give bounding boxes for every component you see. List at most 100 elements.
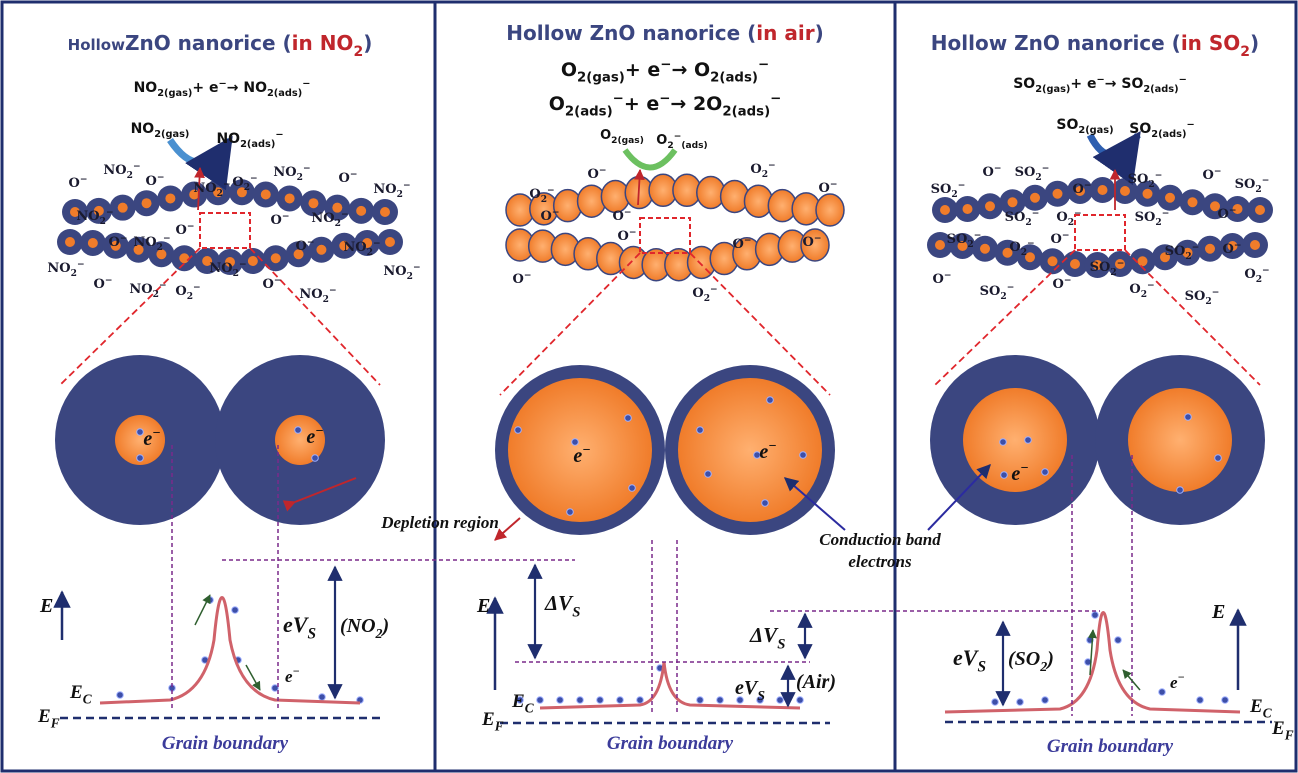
ion-label-part: −: [1084, 180, 1092, 191]
ion-label-part: −: [105, 275, 113, 286]
grain-core: [93, 205, 104, 216]
ion-label-part: O: [1056, 210, 1067, 225]
ion-label-part: SO: [1128, 172, 1149, 187]
ion-label-part: −: [1234, 240, 1242, 251]
electron-dot: [761, 499, 769, 507]
grain-core: [316, 244, 327, 255]
ion-label: O−: [296, 237, 315, 254]
ion-label-part: 2: [407, 271, 413, 282]
equation-part: + e: [624, 93, 659, 115]
electron-dot: [753, 451, 761, 459]
ion-label-part: −: [524, 270, 532, 281]
ef-label-part: F: [50, 716, 60, 731]
electron-label-part: e: [285, 667, 293, 686]
electron-label-part: −: [315, 424, 323, 439]
zoom-line: [499, 252, 641, 396]
ion-label-part: O: [1223, 242, 1234, 257]
product-part: NO: [216, 131, 240, 147]
ion-label-part: 2: [1155, 217, 1161, 228]
axis-label: E: [39, 595, 53, 617]
grain-core: [339, 240, 350, 251]
reactant-part: SO: [1056, 117, 1078, 133]
ef-label-part: F: [494, 719, 504, 734]
grain-core: [110, 240, 121, 251]
ion-label: O−: [1203, 166, 1222, 183]
gas-label-part: ): [381, 615, 390, 637]
ion-label-part: SO: [1185, 289, 1206, 304]
ion-label-part: 2: [762, 169, 768, 180]
barrier-label-part: eV: [735, 677, 759, 699]
ion-label: SO2−: [1235, 175, 1270, 195]
equation-part: NO: [134, 80, 158, 96]
ion-label: NO2−: [103, 161, 140, 181]
ef-label: EF: [1271, 718, 1294, 743]
ion-label-part: −: [106, 207, 114, 218]
equation-part: −: [1179, 74, 1187, 85]
electron-dot: [991, 698, 999, 706]
ion-label-part: −: [1214, 166, 1222, 177]
ion-label-part: NO: [209, 261, 232, 276]
electron-label-part: −: [293, 664, 300, 678]
ion-label: O2−: [1244, 265, 1269, 285]
ion-label-part: O: [232, 175, 243, 190]
ion-label-part: SO: [1165, 244, 1186, 259]
grain-core: [332, 202, 343, 213]
zoom-box: [1074, 214, 1126, 251]
grain-core: [293, 249, 304, 260]
grain-core: [380, 207, 390, 217]
ec-label-part: C: [525, 701, 534, 716]
caption: Grain boundary: [607, 733, 734, 754]
grain-core: [508, 378, 652, 522]
delta-label-part: ΔV: [544, 591, 574, 615]
ion-label-part: NO: [76, 209, 99, 224]
equation-part: 2(gas): [157, 88, 192, 99]
electron-dot: [1016, 698, 1024, 706]
ef-label-part: E: [37, 706, 51, 727]
electron-dot: [1221, 696, 1229, 704]
ion-label-part: O: [176, 223, 187, 238]
ion-label-part: −: [120, 233, 128, 244]
grain-core: [115, 415, 165, 465]
electron-dot: [514, 426, 522, 434]
ion-label: SO2−: [1165, 242, 1200, 262]
product-part: 2(ads): [1151, 129, 1186, 140]
caption: Grain boundary: [1047, 736, 1174, 757]
grain-core: [270, 253, 281, 264]
ion-label-part: 2: [127, 170, 133, 181]
ec-label: EC: [511, 691, 534, 716]
electron-dot: [1091, 611, 1099, 619]
electron-dot: [696, 696, 704, 704]
ion-label: NO2−: [383, 262, 420, 282]
ion-label: O−: [1053, 275, 1072, 292]
electron-dot: [1176, 486, 1184, 494]
equation-part: 2(ads): [267, 88, 302, 99]
ion-label-part: NO: [133, 235, 156, 250]
grain-core: [275, 415, 325, 465]
ion-label-part: NO: [129, 282, 152, 297]
ion-label-part: −: [274, 275, 282, 286]
equation-part: −: [758, 57, 769, 72]
ion-label: O−: [613, 207, 632, 224]
ion-label-part: −: [599, 165, 607, 176]
ion-label: SO2−: [980, 282, 1015, 302]
barrier-label-part: eV: [953, 645, 980, 670]
ion-label: O2−: [1056, 208, 1081, 228]
equation-part: → SO: [1105, 76, 1144, 92]
ion-label-part: −: [1212, 287, 1220, 298]
equation: SO2(gas)+ e−→ SO2(ads)−: [1013, 74, 1187, 95]
ef-label: EF: [481, 709, 504, 734]
ion-label: O−: [271, 211, 290, 228]
electron-label: e−: [1011, 461, 1028, 485]
panel-title-part: ): [363, 31, 372, 55]
ion-label-part: NO: [299, 287, 322, 302]
electron-dot: [1184, 413, 1192, 421]
reactant-part: 2(gas): [154, 129, 189, 140]
ion-label-part: −: [744, 235, 752, 246]
pointer: [494, 517, 521, 541]
ion-label: SO2−: [931, 180, 966, 200]
electron-dot: [231, 606, 239, 614]
panel-title-part: in SO: [1181, 31, 1240, 55]
delta-label: ΔVS: [749, 623, 785, 652]
grain-core: [1115, 259, 1125, 270]
